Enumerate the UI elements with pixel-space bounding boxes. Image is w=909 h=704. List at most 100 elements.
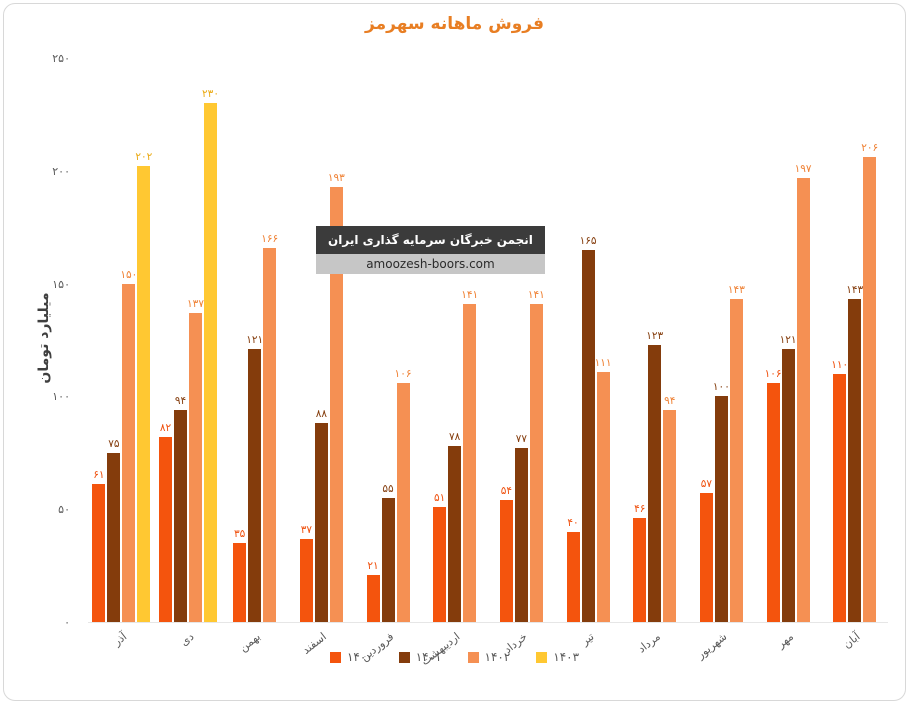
bar-value-label: ۱۱۱ bbox=[594, 356, 612, 369]
bar: ۶۱ bbox=[92, 469, 106, 622]
bar-value-label: ۲۰۶ bbox=[861, 142, 879, 155]
bar-value-label: ۱۲۳ bbox=[646, 329, 664, 342]
watermark: انجمن خبرگان سرمایه گذاری ایران amoozesh… bbox=[316, 226, 545, 274]
bar-value-label: ۱۴۳ bbox=[846, 284, 864, 297]
bar-value-label: ۱۵۰ bbox=[120, 268, 138, 281]
legend-item: ۱۴۰۱ bbox=[398, 650, 442, 664]
bar-value-label: ۱۴۱ bbox=[527, 288, 545, 301]
y-tick-label: ۲۵۰ bbox=[52, 52, 70, 65]
legend-swatch bbox=[467, 651, 479, 663]
legend-item: ۱۴۰۲ bbox=[467, 650, 511, 664]
bar-value-label: ۱۴۳ bbox=[727, 284, 745, 297]
y-tick-label: ۱۰۰ bbox=[52, 390, 70, 404]
bar: ۱۶۵ bbox=[580, 235, 596, 622]
bar-value-label: ۳۵ bbox=[234, 528, 246, 541]
chart-title: فروش ماهانه سهرمز bbox=[365, 14, 544, 34]
bar-group: ۵۴ ۷۷ ۱۴۱ خرداد bbox=[488, 58, 555, 656]
bar: ۱۴۱ bbox=[461, 289, 478, 622]
x-axis-label: تیر bbox=[578, 630, 597, 648]
bar-value-label: ۹۴ bbox=[664, 394, 676, 407]
bar-value-label: ۱۹۳ bbox=[327, 171, 345, 184]
bar-value-label: ۵۴ bbox=[500, 485, 512, 498]
bar-value-label: ۶۱ bbox=[93, 469, 105, 482]
bar-group: ۸۲ ۹۴ ۱۳۷ ۲۳۰ دی bbox=[155, 58, 222, 649]
bar-group: ۱۰۶ ۱۲۱ ۱۹۷ مهر bbox=[755, 58, 822, 651]
bar: ۱۴۱ bbox=[528, 289, 545, 622]
bar: ۱۴۳ bbox=[846, 284, 863, 622]
bar: ۳۷ bbox=[299, 524, 313, 622]
bar-value-label: ۸۲ bbox=[159, 422, 172, 435]
bar: ۲۰۶ bbox=[861, 142, 878, 622]
x-axis-label: آبان bbox=[840, 630, 863, 652]
bar: ۳۵ bbox=[233, 528, 247, 622]
bar: ۱۲۳ bbox=[646, 330, 663, 622]
bar: ۱۴۳ bbox=[728, 284, 745, 622]
bar: ۲۳۰ bbox=[202, 88, 219, 622]
bar-value-label: ۷۷ bbox=[515, 433, 527, 446]
bar-value-label: ۲۱ bbox=[367, 559, 379, 572]
bar-value-label: ۵۵ bbox=[382, 482, 394, 495]
bar-group: ۱۱۰ ۱۴۳ ۲۰۶ آبان bbox=[821, 58, 888, 651]
bar: ۱۲۱ bbox=[246, 334, 263, 622]
y-tick-label: ۲۰۰ bbox=[52, 164, 70, 178]
bar: ۴۰ bbox=[566, 517, 580, 622]
bar: ۵۴ bbox=[499, 485, 513, 622]
legend-swatch bbox=[398, 651, 410, 663]
bar-value-label: ۱۳۷ bbox=[187, 297, 204, 310]
bar-value-label: ۷۵ bbox=[108, 437, 120, 450]
watermark-url: amoozesh-boors.com bbox=[316, 254, 545, 274]
y-tick-label: ۰ bbox=[64, 616, 70, 629]
bar: ۱۹۳ bbox=[328, 172, 345, 622]
bar: ۱۵۰ bbox=[120, 269, 137, 622]
bar: ۱۳۷ bbox=[187, 298, 204, 622]
bar: ۱۰۶ bbox=[395, 368, 411, 622]
legend-item: ۱۴۰۰ bbox=[329, 650, 373, 664]
legend-item: ۱۴۰۳ bbox=[536, 650, 579, 664]
bar-value-label: ۱۶۶ bbox=[261, 232, 279, 245]
bar-value-label: ۸۸ bbox=[315, 408, 327, 421]
bar: ۱۱۰ bbox=[831, 359, 848, 622]
bar: ۱۱۱ bbox=[595, 357, 611, 622]
bar: ۱۹۷ bbox=[795, 163, 812, 622]
bar: ۸۲ bbox=[159, 422, 172, 622]
bar: ۱۰۰ bbox=[713, 381, 730, 622]
y-axis-ticks: ۰ ۵۰ ۱۰۰ ۱۵۰ ۲۰۰ ۲۵۰ bbox=[36, 52, 76, 629]
bar: ۱۰۶ bbox=[765, 368, 782, 622]
bar-group: ۴۶ ۱۲۳ ۹۴ مرداد bbox=[621, 58, 688, 656]
bar-value-label: ۱۹۷ bbox=[794, 162, 812, 175]
bar-group: ۶۱ ۷۵ ۱۵۰ ۲۰۲ آذر bbox=[88, 58, 155, 648]
bar-value-label: ۱۰۶ bbox=[764, 367, 782, 380]
bar-value-label: ۱۲۱ bbox=[246, 334, 264, 347]
bar-value-label: ۱۴۱ bbox=[461, 288, 479, 301]
plot-area: ۶۱ ۷۵ ۱۵۰ ۲۰۲ آذر ۸۲ ۹۴ ۱۳۷ ۲۳۰ دی ۳۵ ۱۲۱ ۱۶۶ بهمن ۳۷ ۸… bbox=[88, 58, 888, 668]
bar-value-label: ۷۸ bbox=[449, 431, 461, 444]
bar: ۷۸ bbox=[448, 431, 462, 622]
bar-value-label: ۱۰۰ bbox=[712, 381, 730, 394]
bar-value-label: ۵۷ bbox=[700, 478, 713, 491]
bar-value-label: ۱۶۵ bbox=[579, 234, 597, 247]
bar: ۸۸ bbox=[314, 408, 328, 622]
bar: ۹۴ bbox=[174, 395, 187, 622]
bar: ۵۷ bbox=[699, 478, 713, 622]
bar-value-label: ۵۱ bbox=[434, 491, 446, 504]
bar: ۹۴ bbox=[663, 395, 677, 622]
bar: ۴۶ bbox=[633, 503, 647, 622]
bar-group: ۳۵ ۱۲۱ ۱۶۶ بهمن bbox=[221, 58, 288, 654]
legend-label: ۱۴۰۲ bbox=[484, 650, 511, 664]
bar-value-label: ۲۰۲ bbox=[135, 151, 153, 164]
x-axis-label: مهر bbox=[774, 630, 797, 651]
bar-group: ۲۱ ۵۵ ۱۰۶ فروردین bbox=[355, 58, 422, 664]
legend: ۱۴۰۰ ۱۴۰۱ ۱۴۰۲ ۱۴۰۳ bbox=[0, 650, 909, 664]
legend-label: ۱۴۰۰ bbox=[346, 650, 373, 664]
bar-value-label: ۴۰ bbox=[567, 516, 579, 529]
bar: ۷۵ bbox=[107, 438, 121, 622]
watermark-title: انجمن خبرگان سرمایه گذاری ایران bbox=[316, 226, 545, 254]
legend-label: ۱۴۰۳ bbox=[553, 650, 580, 664]
bar: ۷۷ bbox=[514, 433, 528, 622]
y-tick-label: ۱۵۰ bbox=[52, 277, 70, 291]
bar-value-label: ۲۳۰ bbox=[202, 88, 219, 101]
bar-group: ۵۱ ۷۸ ۱۴۱ اردیبهشت bbox=[419, 58, 488, 668]
bar: ۲۱ bbox=[366, 560, 380, 622]
x-axis-label: آذر bbox=[110, 630, 130, 649]
